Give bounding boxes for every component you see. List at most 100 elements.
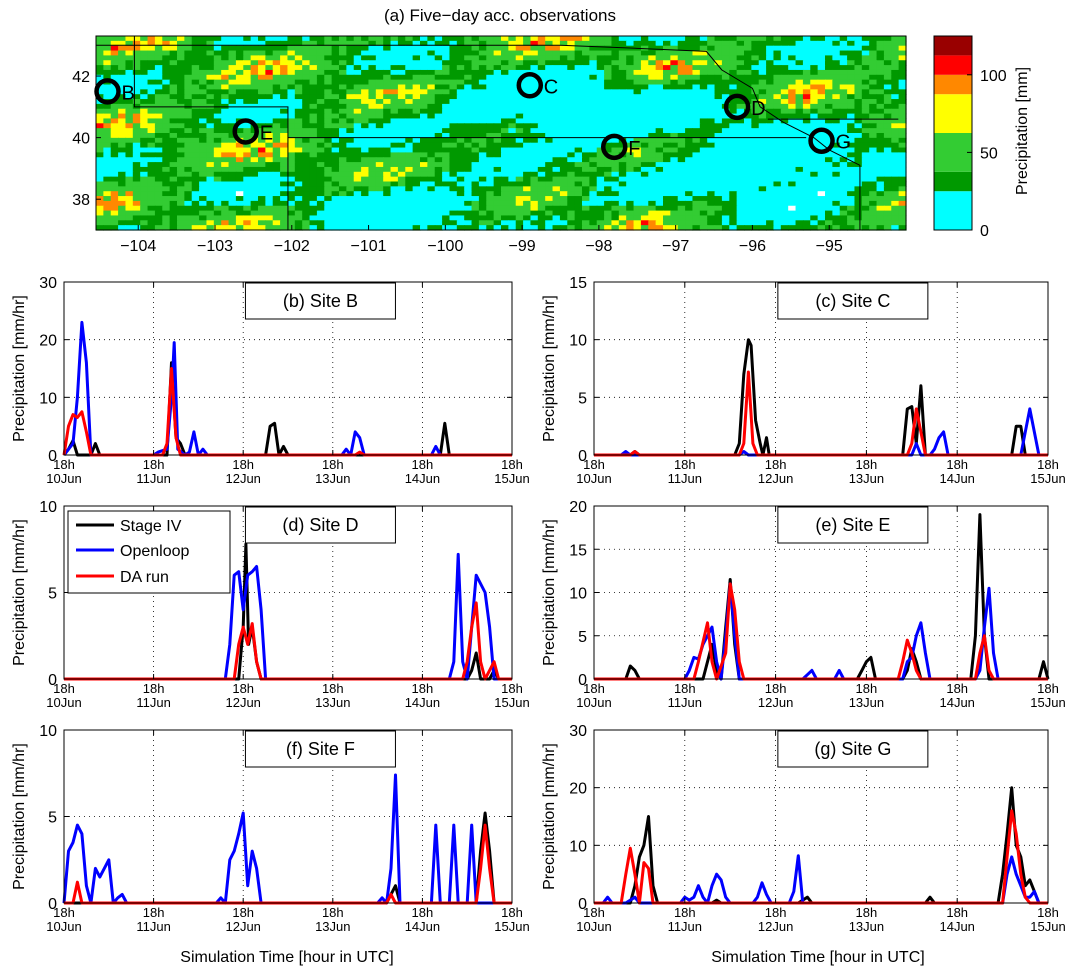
colorbar-tick-label: 0 (980, 223, 989, 240)
series-line-openloop (62, 320, 512, 457)
y-tick-label: 0 (578, 896, 587, 913)
x-tick-label-hour: 18h (856, 681, 878, 696)
x-tick-label-hour: 18h (322, 681, 344, 696)
x-tick-label-date: 14Jun (939, 471, 974, 486)
panel-title: (g) Site G (814, 739, 891, 759)
colorbar-segment (934, 74, 972, 95)
plot-frame (593, 729, 1049, 904)
x-tick-label-date: 15Jun (1030, 471, 1065, 486)
x-tick-label-hour: 18h (583, 457, 605, 472)
x-tick-label-date: 11Jun (136, 695, 170, 710)
x-tick-label-date: 13Jun (849, 471, 884, 486)
map-x-tick-label: −97 (662, 238, 689, 255)
y-tick-label: 0 (578, 672, 587, 689)
x-tick-label-date: 10Jun (576, 471, 611, 486)
x-tick-label-hour: 18h (412, 457, 434, 472)
x-tick-label-hour: 18h (232, 457, 254, 472)
x-tick-label-date: 14Jun (405, 695, 440, 710)
x-tick-label-hour: 18h (232, 905, 254, 920)
x-tick-label-date: 10Jun (46, 695, 81, 710)
x-tick-label-hour: 18h (53, 681, 75, 696)
y-axis-label: Precipitation [mm/hr] (11, 743, 28, 890)
y-tick-label: 10 (39, 390, 57, 407)
panel-title: (b) Site B (283, 291, 358, 311)
site-label-e: E (260, 122, 273, 144)
x-tick-label-hour: 18h (412, 681, 434, 696)
x-tick-label-hour: 18h (501, 457, 523, 472)
time-series-panels: 010203018h10Jun18h11Jun18h12Jun18h13Jun1… (11, 275, 1066, 934)
site-label-b: B (122, 82, 135, 104)
x-tick-label-hour: 18h (322, 905, 344, 920)
x-tick-label-hour: 18h (1037, 681, 1059, 696)
x-tick-label-hour: 18h (583, 905, 605, 920)
x-tick-label-hour: 18h (501, 905, 523, 920)
x-tick-label-hour: 18h (583, 681, 605, 696)
x-tick-label-date: 13Jun (849, 919, 884, 934)
map-y-tick-label: 38 (72, 192, 90, 209)
x-tick-label-date: 15Jun (494, 919, 529, 934)
x-tick-label-date: 12Jun (225, 471, 260, 486)
site-label-c: C (544, 76, 558, 98)
x-tick-label-date: 14Jun (939, 695, 974, 710)
site-marker-d (723, 93, 751, 121)
panel-title-box (777, 506, 929, 544)
panel-title: (f) Site F (286, 739, 355, 759)
map-x-ticks: −104 −103 −102 −101 −100 −99 −98 −97 −96 −95 (120, 225, 843, 255)
x-tick-label-hour: 18h (765, 905, 787, 920)
x-tick-label-hour: 18h (412, 905, 434, 920)
colorbar-tick-label: 100 (980, 68, 1007, 85)
map-panel: (a) Five−day acc. observations 42 40 38 −1… (72, 6, 1031, 255)
x-tick-label-date: 14Jun (939, 919, 974, 934)
panel-title-box (777, 282, 929, 320)
map-x-tick-label: −100 (427, 238, 463, 255)
site-marker-b (94, 78, 121, 105)
x-tick-label-date: 12Jun (758, 695, 793, 710)
colorbar: 100 50 0 (933, 35, 1007, 240)
x-tick-label-date: 15Jun (1030, 919, 1065, 934)
y-tick-label: 0 (578, 448, 587, 465)
x-tick-label-hour: 18h (322, 457, 344, 472)
site-marker-e (232, 118, 259, 145)
x-tick-label-hour: 18h (856, 457, 878, 472)
y-tick-label: 10 (569, 838, 587, 855)
map-y-tick-label: 42 (72, 69, 90, 86)
x-tick-label-hour: 18h (674, 457, 696, 472)
colorbar-segment (934, 94, 972, 133)
legend-label-open: Openloop (120, 543, 189, 560)
y-tick-label: 15 (569, 542, 587, 559)
x-tick-label-date: 15Jun (1030, 695, 1065, 710)
x-tick-label-date: 11Jun (668, 695, 702, 710)
y-tick-label: 10 (39, 499, 57, 516)
panel-title-box (244, 506, 396, 544)
colorbar-label: Precipitation [mm] (1014, 67, 1031, 195)
y-tick-label: 15 (569, 275, 587, 292)
y-tick-label: 30 (39, 275, 57, 292)
colorbar-segment (934, 171, 972, 192)
x-tick-label-hour: 18h (232, 681, 254, 696)
colorbar-frame (933, 35, 973, 231)
x-tick-label-hour: 18h (674, 905, 696, 920)
map-x-tick-label: −102 (274, 238, 310, 255)
x-tick-label-hour: 18h (1037, 905, 1059, 920)
x-tick-label-hour: 18h (946, 681, 968, 696)
site-marker-f (600, 133, 628, 161)
x-tick-label-hour: 18h (53, 457, 75, 472)
x-tick-label-date: 11Jun (136, 471, 170, 486)
colorbar-segment (934, 133, 972, 172)
x-tick-label-date: 12Jun (758, 919, 793, 934)
x-tick-label-date: 13Jun (315, 471, 350, 486)
x-tick-label-hour: 18h (143, 681, 165, 696)
x-tick-label-date: 10Jun (46, 471, 81, 486)
y-tick-label: 5 (578, 390, 587, 407)
map-area (95, 35, 907, 231)
site-label-d: D (751, 98, 765, 120)
y-tick-label: 0 (48, 448, 57, 465)
y-tick-label: 10 (569, 333, 587, 350)
x-tick-label-hour: 18h (946, 905, 968, 920)
panel-title-box (244, 282, 396, 320)
colorbar-segment (934, 55, 972, 75)
map-frame (95, 35, 907, 231)
series-line-da-run (62, 367, 512, 457)
y-tick-label: 20 (569, 499, 587, 516)
